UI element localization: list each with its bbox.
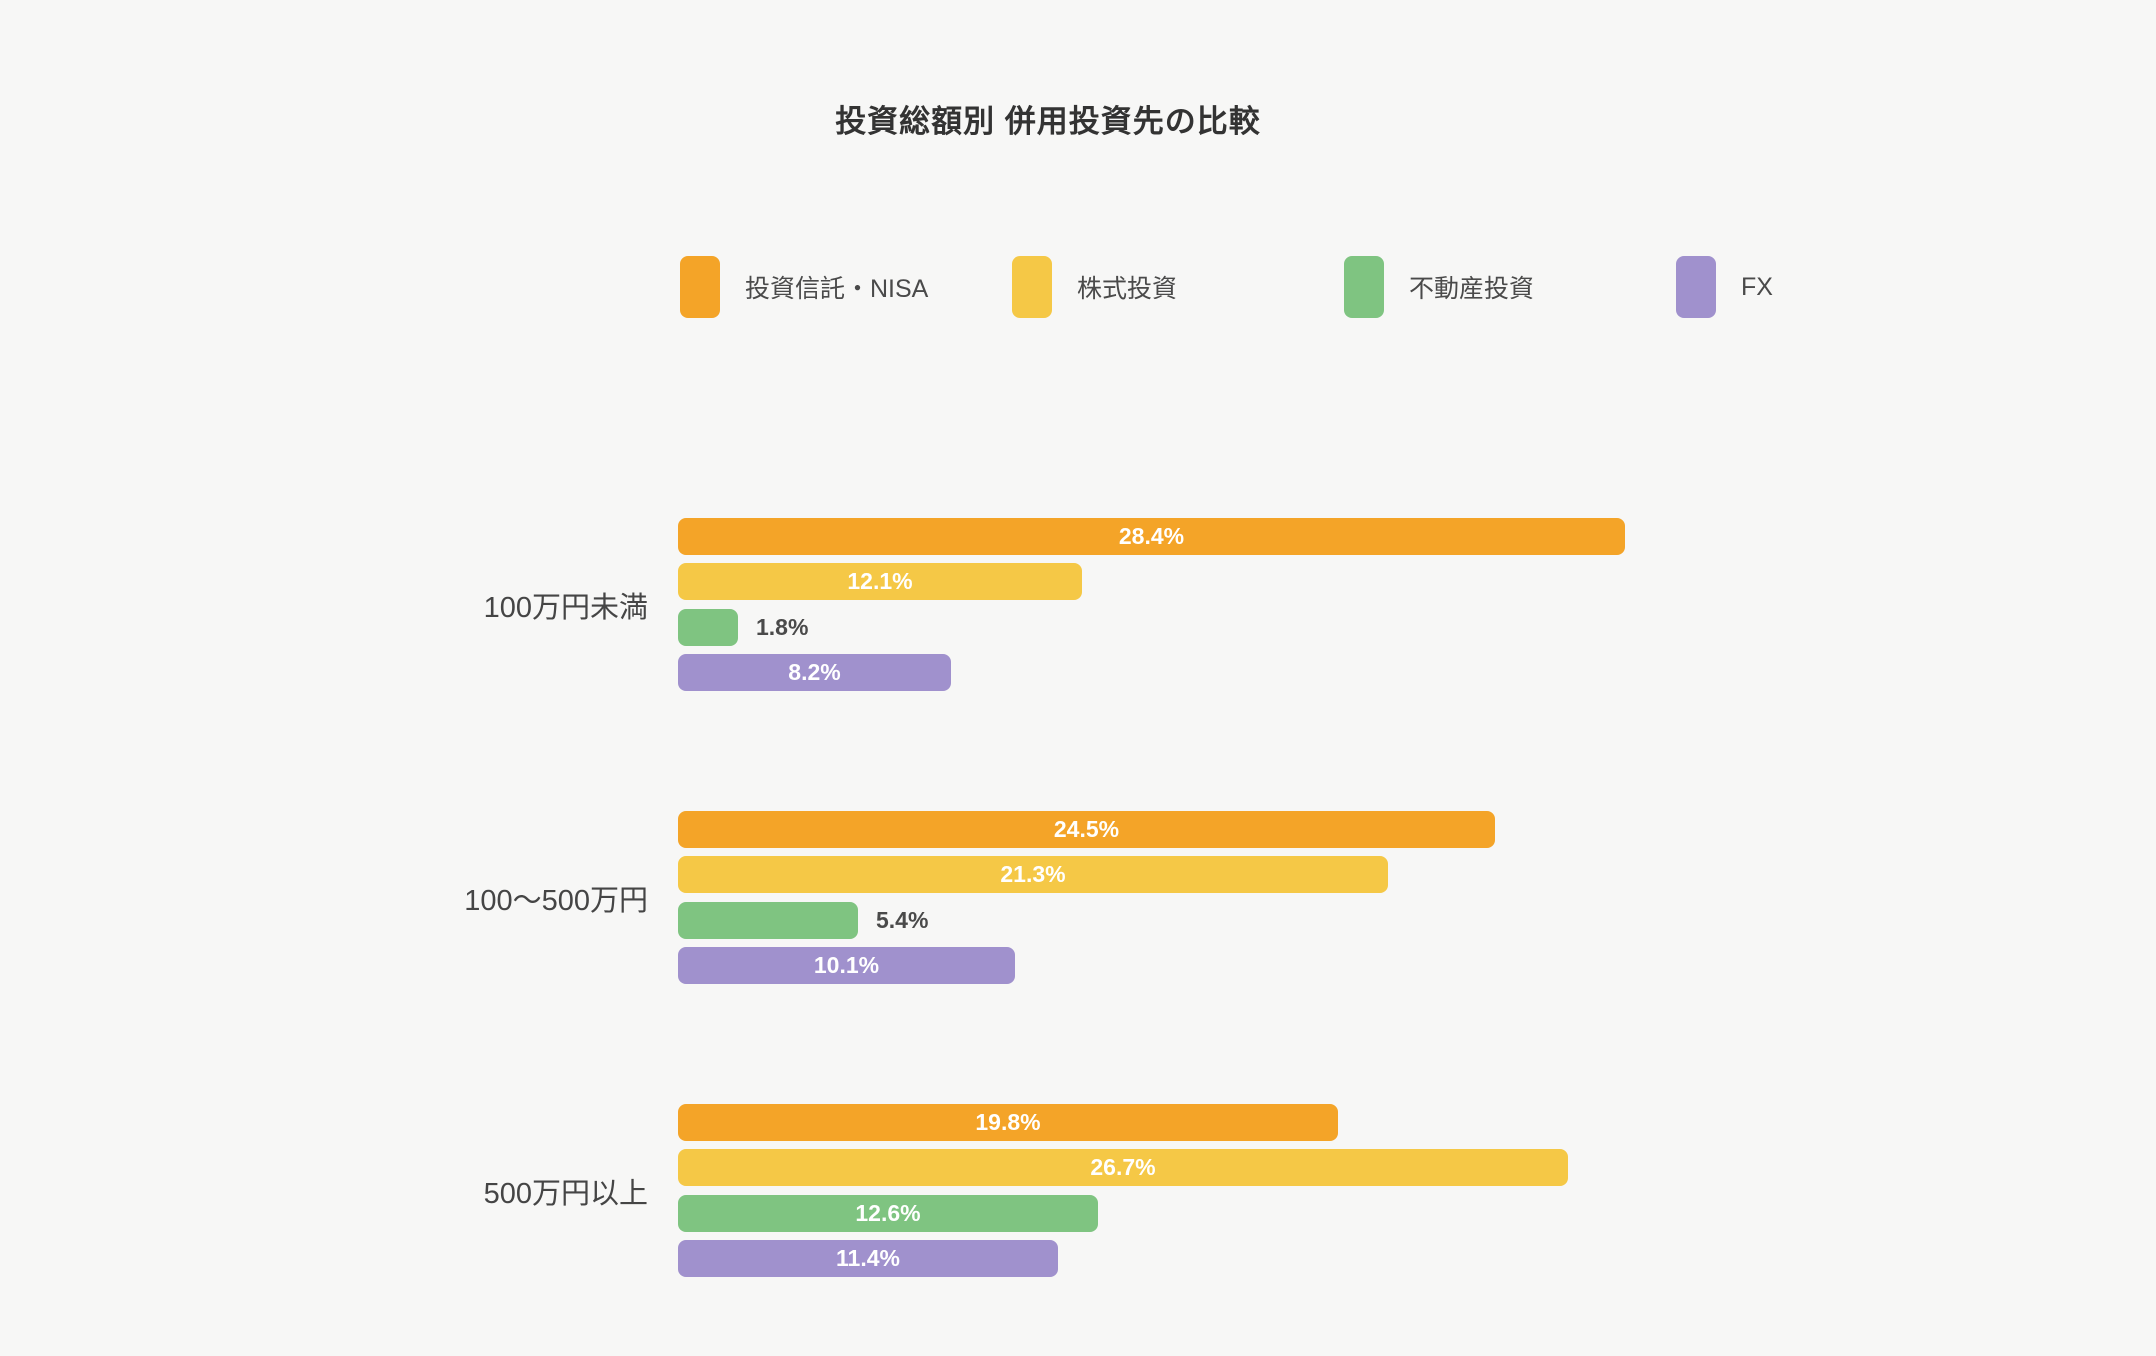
legend-item-toshin-nisa: 投資信託・NISA (680, 256, 1012, 318)
category-label: 100〜500万円 (464, 884, 648, 917)
bar: 24.5% (678, 811, 1495, 848)
bar: 5.4% (678, 902, 928, 939)
bar: 10.1% (678, 947, 1015, 984)
bar: 28.4% (678, 518, 1625, 555)
bar: 12.6% (678, 1195, 1098, 1232)
legend-label: 株式投資 (1077, 275, 1178, 303)
category-group: 500万円以上 19.8% 26.7% 12.6% 11.4% (0, 1104, 2156, 1277)
bar-value-label: 12.1% (847, 568, 913, 594)
bar-value-label: 21.3% (1000, 861, 1066, 887)
bar: 26.7% (678, 1149, 1568, 1186)
legend-swatch-icon (1012, 256, 1052, 318)
bar-value-label: 8.2% (788, 659, 841, 685)
bar: 19.8% (678, 1104, 1338, 1141)
bar-value-label: 28.4% (1118, 523, 1185, 549)
legend-item-kabushiki: 株式投資 (1012, 256, 1344, 318)
bar: 21.3% (678, 856, 1388, 893)
bar-value-label: 19.8% (975, 1109, 1041, 1135)
legend-label: 投資信託・NISA (745, 275, 929, 303)
bar-value-label: 24.5% (1053, 816, 1120, 842)
bar-value-label: 5.4% (876, 907, 929, 933)
bar-value-label: 26.7% (1090, 1154, 1156, 1180)
bar-value-label: 10.1% (813, 952, 880, 978)
legend-item-fx: FX (1676, 256, 1773, 318)
bar: 12.1% (678, 563, 1082, 600)
category-group: 100〜500万円 24.5% 21.3% 5.4% 10.1% (0, 811, 2156, 984)
chart-title: 投資総額別 併用投資先の比較 (835, 104, 1261, 139)
bar: 1.8% (678, 609, 808, 646)
category-label: 100万円未満 (483, 591, 648, 624)
legend-swatch-icon (1344, 256, 1384, 318)
bar-value-label: 11.4% (836, 1245, 900, 1271)
bar-value-label: 1.8% (756, 614, 809, 640)
legend-label: FX (1741, 272, 1773, 301)
legend-swatch-icon (1676, 256, 1716, 318)
bar: 8.2% (678, 654, 951, 691)
legend-swatch-icon (680, 256, 720, 318)
category-group: 100万円未満 28.4% 12.1% 1.8% 8.2% (0, 518, 2156, 691)
legend-item-fudosan: 不動産投資 (1344, 256, 1676, 318)
bar: 11.4% (678, 1240, 1058, 1277)
bar-value-label: 12.6% (855, 1200, 921, 1226)
legend: 投資信託・NISA 株式投資 不動産投資 FX (680, 256, 1773, 318)
category-label: 500万円以上 (483, 1177, 648, 1210)
legend-label: 不動産投資 (1409, 275, 1535, 303)
